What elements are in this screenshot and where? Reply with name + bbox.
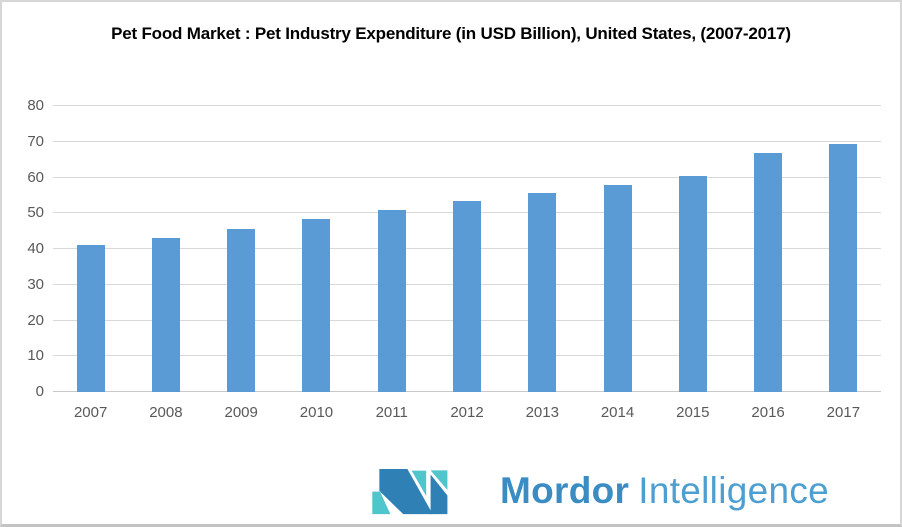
bar-2007 bbox=[76, 244, 105, 392]
x-axis-tick-label-2010: 2010 bbox=[299, 404, 334, 421]
x-axis-tick-label-2014: 2014 bbox=[600, 404, 635, 421]
bar-2011 bbox=[377, 209, 406, 392]
bar-2014 bbox=[603, 184, 632, 392]
gridline-y-80 bbox=[53, 105, 881, 106]
x-axis-tick-label-2017: 2017 bbox=[826, 404, 861, 421]
brand-name-light: Intelligence bbox=[638, 470, 830, 511]
bar-2017 bbox=[829, 143, 858, 392]
x-axis-tick-label-2008: 2008 bbox=[149, 404, 183, 421]
mordor-intelligence-logo-icon bbox=[372, 468, 448, 515]
plot-area: 0 10 20 30 40 50 60 70 80 2007 2008 2009 2010 2011 201… bbox=[27, 97, 881, 421]
x-axis-tick-label-2007: 2007 bbox=[73, 404, 108, 421]
x-axis-tick-label-2012: 2012 bbox=[450, 404, 484, 421]
y-axis-tick-label-0: 0 bbox=[35, 383, 44, 400]
y-axis-tick-label-50: 50 bbox=[27, 204, 44, 222]
bar-2009 bbox=[227, 229, 256, 392]
chart-title: Pet Food Market : Pet Industry Expenditu… bbox=[111, 24, 791, 43]
y-axis-tick-label-40: 40 bbox=[27, 240, 44, 257]
x-axis-tick-label-2009: 2009 bbox=[224, 404, 258, 421]
bar-2016 bbox=[754, 153, 783, 392]
gridline-y-60 bbox=[53, 176, 881, 178]
y-axis-tick-label-80: 80 bbox=[27, 97, 44, 114]
y-axis-tick-label-20: 20 bbox=[27, 311, 44, 329]
x-axis-tick-label-2011: 2011 bbox=[375, 404, 408, 421]
x-axis-tick-label-2015: 2015 bbox=[676, 404, 710, 421]
y-axis-tick-label-70: 70 bbox=[27, 132, 44, 150]
bar-2010 bbox=[302, 218, 331, 392]
x-axis-tick-label-2016: 2016 bbox=[751, 404, 785, 421]
bar-2013 bbox=[528, 192, 557, 392]
brand-logo: Mordor Intelligence bbox=[370, 460, 829, 518]
gridline-y-70 bbox=[53, 140, 881, 142]
bar-2015 bbox=[678, 176, 707, 392]
y-axis-tick-label-30: 30 bbox=[27, 275, 44, 293]
bar-2012 bbox=[453, 201, 481, 392]
y-axis-tick-label-60: 60 bbox=[27, 168, 44, 186]
brand-name: Mordor Intelligence bbox=[500, 466, 829, 512]
y-axis-tick-label-10: 10 bbox=[27, 347, 44, 365]
bar-2008 bbox=[151, 237, 180, 392]
brand-name-bold: Mordor bbox=[500, 470, 630, 511]
x-axis-tick-label-2013: 2013 bbox=[525, 404, 559, 421]
